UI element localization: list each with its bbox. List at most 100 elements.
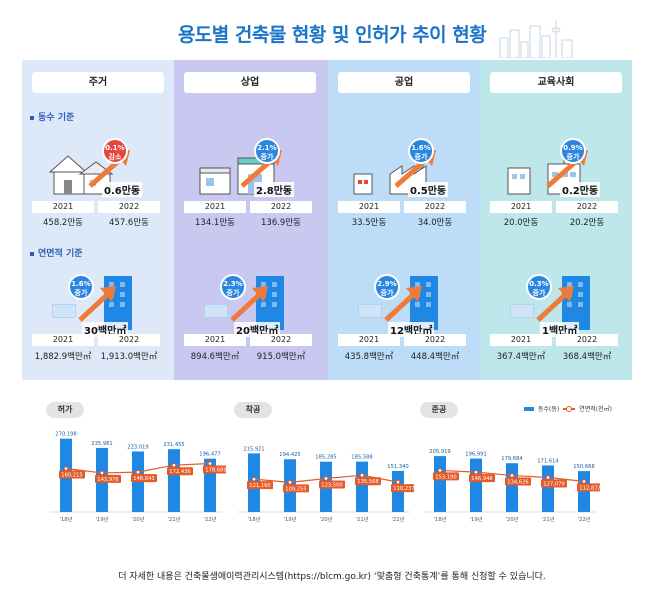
- chart-plot: 270,198 '18년 235,981 '19년 223,019 '20년 231,455…: [50, 432, 226, 523]
- x-tick-label: '21년: [356, 515, 369, 523]
- building-illustration: 1.6% 증가 0.5만동: [338, 136, 470, 206]
- line-value-box: [355, 477, 381, 486]
- count-change-bubble: 0.9% 증가: [560, 138, 586, 164]
- area-value-1: 435.8백만㎡: [344, 352, 394, 362]
- area-change-pct: 0.3%: [529, 280, 549, 288]
- line-value-box: [247, 481, 273, 490]
- category-title: 교육사회: [490, 72, 622, 93]
- area-year-row: 2021 2022: [490, 334, 622, 346]
- bar-value-label: 194,425: [279, 452, 300, 458]
- area-change-bubble: 2.9% 증가: [374, 274, 400, 300]
- line-value-label: 112,872: [579, 485, 600, 491]
- line-value-label: 178,689: [205, 467, 226, 473]
- count-change-dir: 감소: [108, 153, 122, 161]
- area-diff-value: 20백만㎡: [234, 322, 281, 337]
- x-tick-label: '22년: [392, 515, 405, 523]
- line-point: [171, 462, 177, 468]
- legend-bar-label: 동수(동): [538, 406, 560, 413]
- bar-value-label: 196,477: [199, 452, 220, 458]
- tower-building-icon: [410, 276, 438, 330]
- permit-chart: 준공 205,919 '18년 196,991 '19년 179,684 '20년 171,6…: [420, 402, 600, 526]
- count-value-1: 134.1만동: [195, 218, 235, 228]
- bar-value-label: 185,588: [351, 455, 372, 461]
- bar-value-label: 171,614: [537, 458, 559, 464]
- count-diff-value: 0.6만동: [102, 182, 143, 197]
- category-panel: 주거 0.1% 감소 0.6만동 2021 2022 458.2만동 457.6만동 1.6% 증…: [22, 60, 174, 380]
- line-value-label: 127,079: [543, 482, 564, 488]
- building-illustration: 0.1% 감소 0.6만동: [32, 136, 164, 206]
- area-year-2: 2022: [250, 334, 312, 346]
- small-block-icon: [510, 304, 534, 318]
- bar-value-label: 231,455: [163, 442, 184, 448]
- line-value-label: 123,500: [321, 482, 342, 488]
- count-year-row: 2021 2022: [338, 201, 470, 213]
- area-illustration: 2.9% 증가 12백만㎡: [338, 270, 470, 340]
- bar-value-label: 150,668: [573, 464, 594, 470]
- line-value-label: 110,237: [393, 486, 414, 492]
- line-point: [509, 473, 515, 478]
- chart-plot: 205,919 '18년 196,991 '19년 179,684 '20년 171,614…: [424, 449, 600, 523]
- tower-building-icon: [104, 276, 132, 330]
- page-title: 용도별 건축물 현황 및 인허가 추이 현황: [177, 24, 487, 46]
- area-change-pct: 1.6%: [71, 280, 91, 288]
- category-title: 상업: [184, 72, 316, 93]
- line-point: [473, 469, 479, 475]
- count-change-dir: 증가: [566, 153, 580, 161]
- line-value-label: 153,190: [435, 474, 456, 480]
- line-value-box: [59, 470, 85, 479]
- count-value-2: 136.9만동: [261, 218, 301, 228]
- bar: [356, 461, 368, 512]
- count-change-pct: 0.1%: [105, 144, 125, 152]
- count-year-2: 2022: [556, 201, 618, 213]
- x-tick-label: '20년: [506, 515, 519, 523]
- count-value-2: 34.0만동: [417, 218, 453, 228]
- x-tick-label: '19년: [470, 515, 483, 523]
- line-value-label: 109,255: [285, 486, 306, 492]
- line-value-box: [131, 474, 157, 483]
- area-value-2: 915.0백만㎡: [256, 352, 306, 362]
- line-value-box: [469, 474, 495, 483]
- area-year-1: 2021: [490, 334, 552, 346]
- permit-chart: 착공 215,921 '18년 194,425 '19년 185,285 '20년 185,5…: [234, 402, 414, 526]
- area-change-dir: 증가: [380, 289, 394, 297]
- line-value-box: [95, 474, 121, 483]
- chart-title: 준공: [420, 402, 458, 418]
- line-value-box: [433, 472, 459, 481]
- bar-value-label: 196,991: [465, 452, 486, 458]
- bar-value-label: 223,019: [127, 444, 148, 450]
- line-value-box: [167, 467, 193, 476]
- bar: [506, 463, 518, 512]
- bar-value-label: 270,198: [55, 432, 76, 438]
- category-title: 주거: [32, 72, 164, 93]
- line-value-box: [319, 480, 345, 489]
- category-panel: 상업 2.1% 증가 2.8만동 2021 2022 134.1만동 136.9만동 2.3% 증…: [174, 60, 328, 380]
- area-value-1: 1,882.9백만㎡: [34, 352, 92, 362]
- count-year-row: 2021 2022: [490, 201, 622, 213]
- chart-plot: 215,921 '18년 194,425 '19년 185,285 '20년 185,588…: [238, 446, 414, 523]
- area-diff-value: 12백만㎡: [388, 322, 435, 337]
- x-tick-label: '18년: [248, 515, 261, 523]
- count-diff-value: 0.5만동: [408, 182, 449, 197]
- area-value-row: 435.8백만㎡ 448.4백만㎡: [338, 350, 470, 362]
- area-value-1: 367.4백만㎡: [496, 352, 546, 362]
- line-value-label: 121,160: [249, 483, 270, 489]
- area-change-pct: 2.3%: [223, 280, 243, 288]
- count-value-1: 33.5만동: [351, 218, 387, 228]
- area-diff-value: 30백만㎡: [82, 322, 129, 337]
- count-change-bubble: 1.6% 증가: [408, 138, 434, 164]
- line-point: [323, 476, 329, 481]
- count-value-1: 20.0만동: [503, 218, 539, 228]
- line-value-label: 134,626: [507, 479, 528, 485]
- count-year-row: 2021 2022: [184, 201, 316, 213]
- line-point: [135, 469, 141, 475]
- bar: [434, 456, 446, 512]
- area-year-row: 2021 2022: [338, 334, 470, 346]
- line-point: [287, 480, 293, 485]
- bar-value-label: 235,981: [91, 441, 112, 447]
- x-tick-label: '20년: [132, 515, 145, 523]
- line-point: [251, 476, 257, 482]
- area-change-pct: 2.9%: [377, 280, 397, 288]
- count-change-dir: 증가: [260, 153, 274, 161]
- small-block-icon: [204, 304, 228, 318]
- bar-value-label: 179,684: [501, 456, 523, 462]
